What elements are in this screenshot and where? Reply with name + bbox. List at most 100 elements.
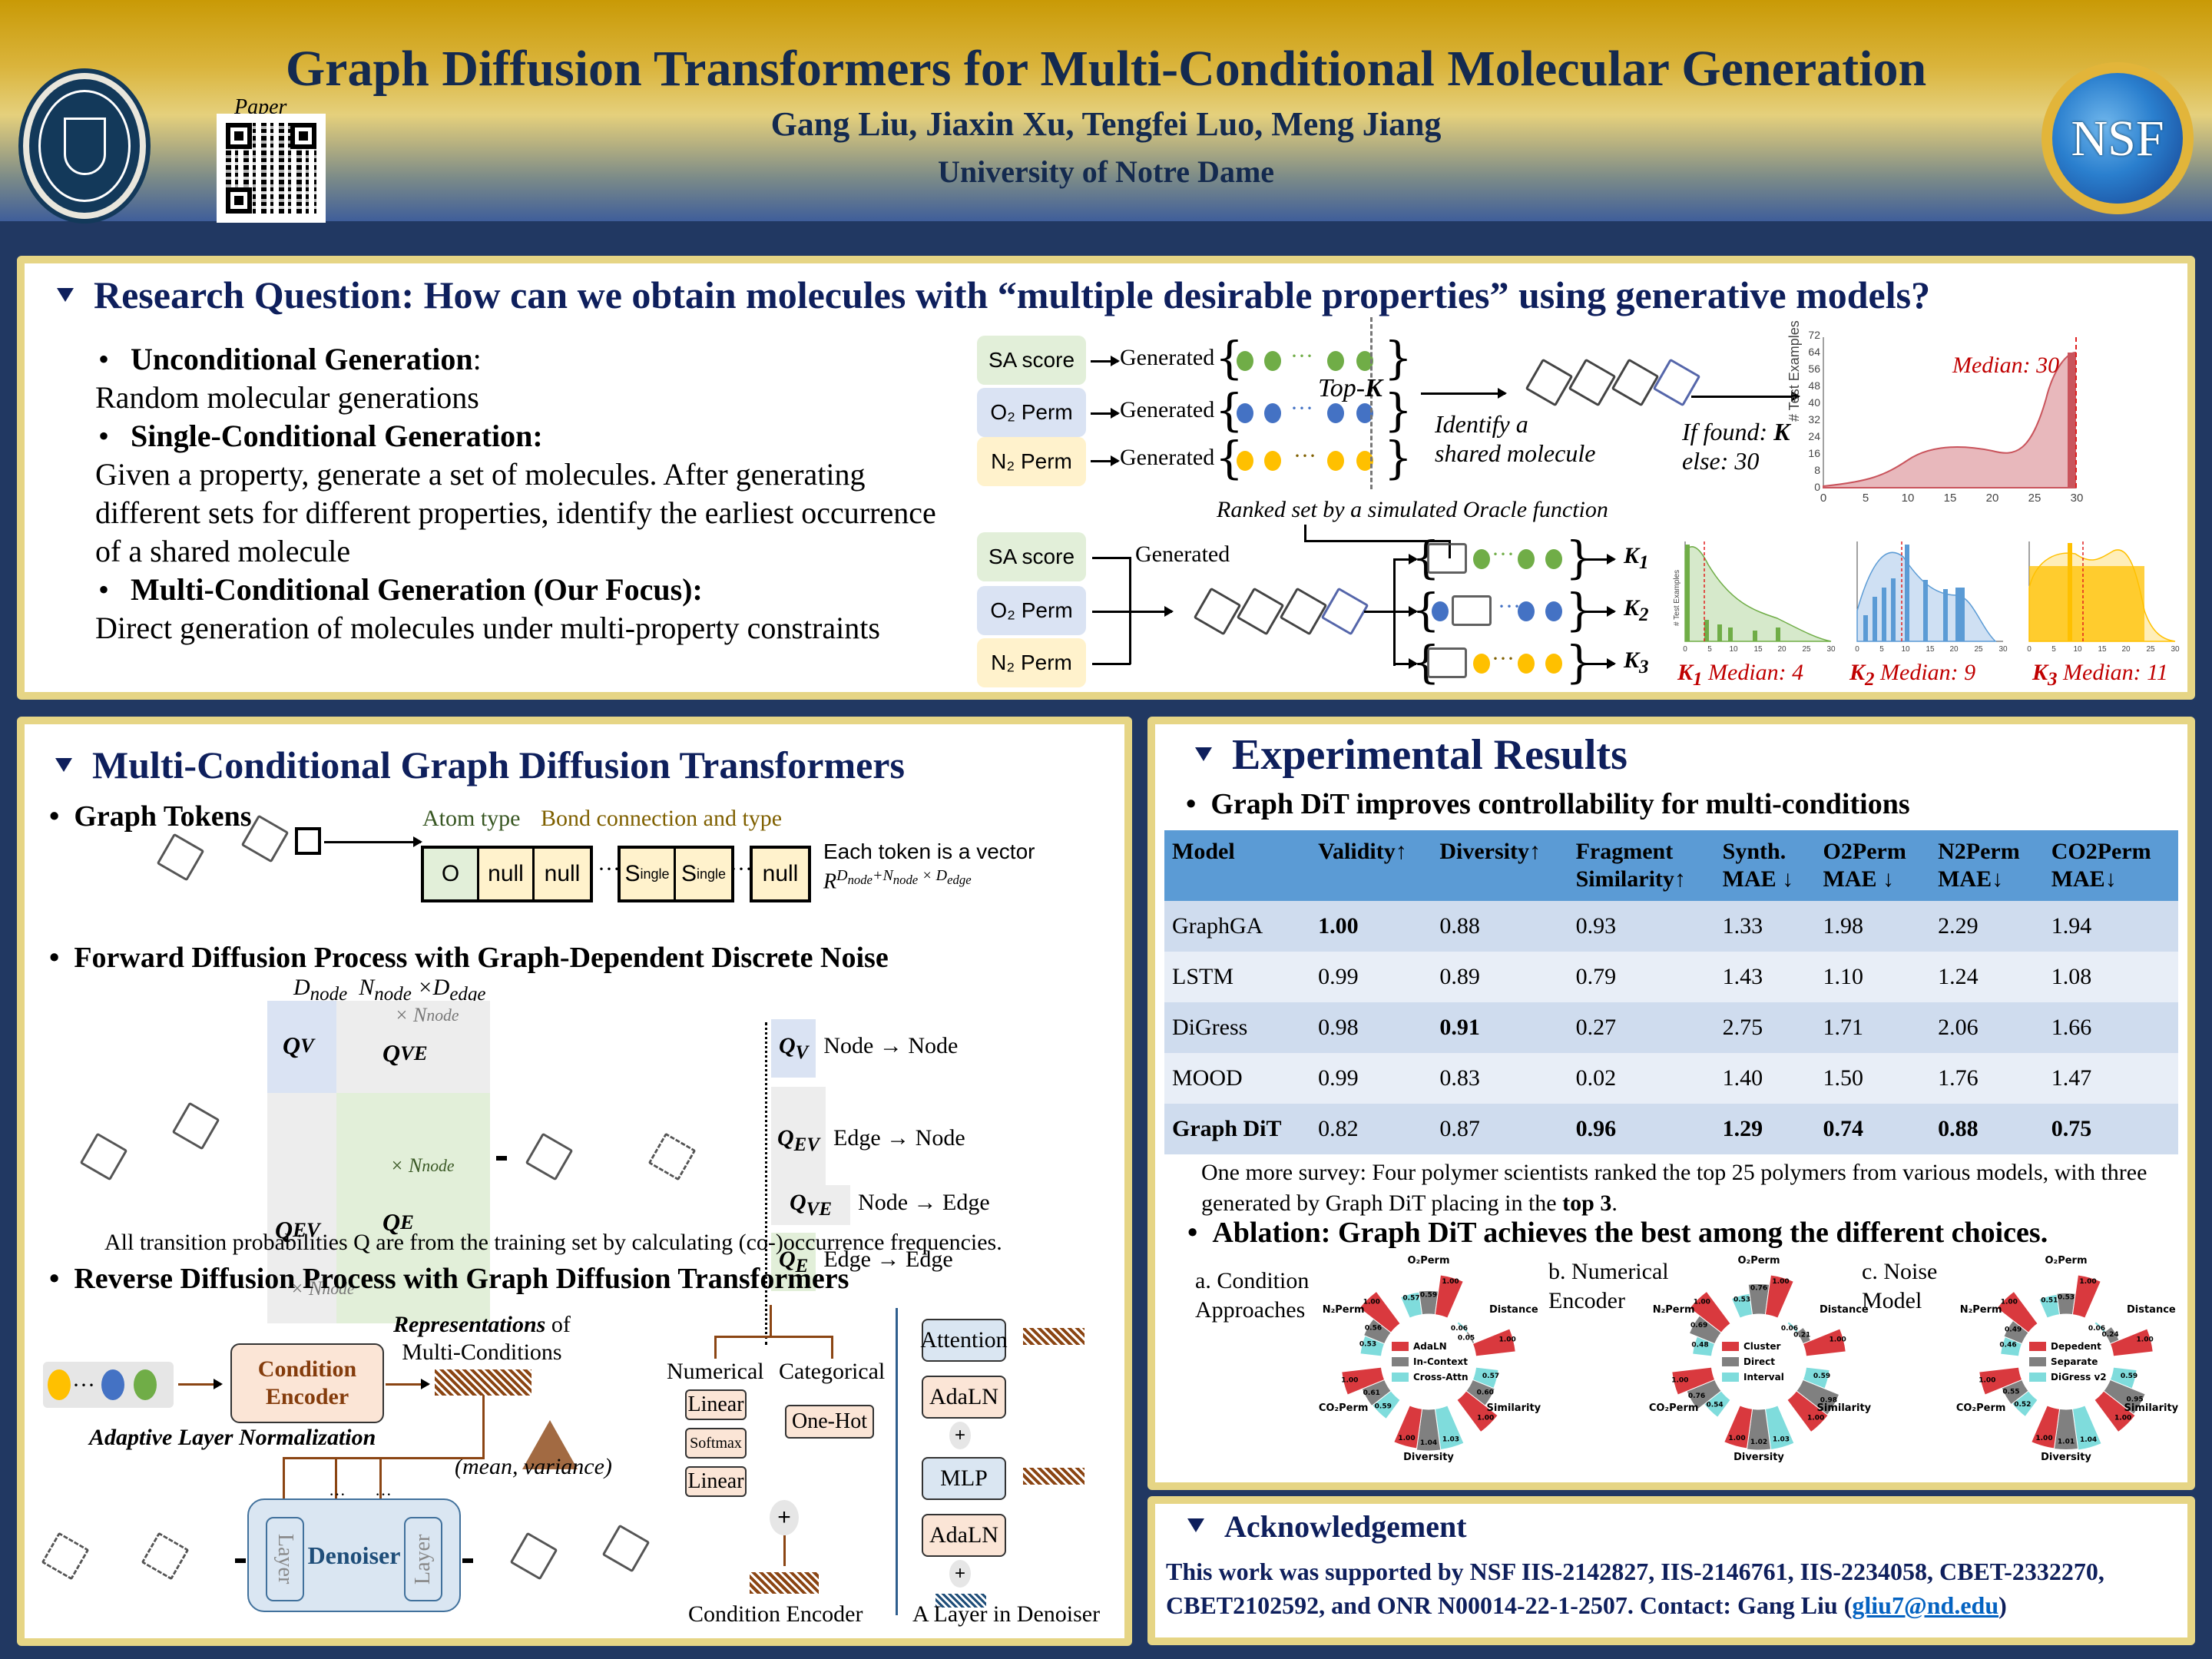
arrow-icon (178, 1379, 223, 1389)
table-cell: 0.99 (1310, 952, 1432, 1002)
adaln-box: AdaLN (922, 1514, 1006, 1557)
column-header: CO2Perm MAE↓ (2043, 830, 2178, 901)
table-cell: 0.79 (1568, 952, 1715, 1002)
table-cell: 1.00 (1310, 901, 1432, 952)
svg-text:48: 48 (1808, 379, 1820, 392)
atom-type-label: Atom type (422, 806, 521, 831)
notre-dame-seal-logo (23, 73, 146, 219)
svg-text:O₂Perm: O₂Perm (1407, 1255, 1449, 1267)
molecule-dot-green (1545, 549, 1562, 569)
table-cell: 2.06 (1930, 1002, 2044, 1053)
svg-text:Diversity: Diversity (1734, 1452, 1784, 1463)
svg-text:Distance: Distance (1489, 1304, 1538, 1316)
collapse-triangle-icon[interactable] (57, 287, 74, 302)
ranked-set-label: Ranked set by a simulated Oracle functio… (1217, 497, 1608, 522)
property-pill-n2-perm: N₂ Perm (977, 638, 1086, 687)
median-30-histogram: # Test Examples 0 8 16 24 32 40 48 56 64 72 0 5 10 1… (1786, 320, 2115, 506)
svg-text:72: 72 (1808, 329, 1820, 341)
column-header: N2Perm MAE↓ (1930, 830, 2044, 901)
svg-text:25: 25 (2028, 492, 2041, 505)
svg-text:Diversity: Diversity (2041, 1452, 2091, 1463)
table-cell: 1.29 (1714, 1104, 1816, 1154)
attention-box: Attention (920, 1319, 1008, 1362)
survey-text: One more survey: Four polymer scientists… (1201, 1160, 2147, 1216)
svg-text:1.00: 1.00 (1979, 1376, 1995, 1384)
svg-text:1.00: 1.00 (1671, 1376, 1688, 1384)
collapse-triangle-icon[interactable] (55, 757, 72, 772)
brace-right: } (1565, 531, 1594, 584)
connector (1092, 557, 1131, 559)
brace-right: } (1565, 584, 1594, 636)
ring-shape (1320, 587, 1369, 636)
k3-histogram: 0 5 10 15 20 25 30 (2027, 541, 2180, 657)
residual-connector (896, 1308, 898, 1615)
svg-text:0.76: 0.76 (1750, 1284, 1767, 1292)
table-cell: 1.08 (2043, 952, 2178, 1002)
svg-text:1.04: 1.04 (2080, 1436, 2097, 1444)
linear-box: Linear (685, 1466, 747, 1497)
svg-text:Similarity: Similarity (1817, 1402, 1872, 1414)
graph-tokens-heading: • Graph Tokens (49, 800, 252, 833)
token-atom: O (424, 849, 479, 899)
k2-output: K2 (1624, 595, 1649, 625)
contact-email-link[interactable]: gliu7@nd.edu (1852, 1591, 1999, 1619)
svg-text:1.02: 1.02 (1750, 1439, 1767, 1446)
molecule-dot-blue (1356, 403, 1373, 423)
ablation-radial-chart-a: 0.57 0.59 1.00 O₂Perm 0.06 0.05 1.00 Distance 0.… (1306, 1254, 1551, 1463)
svg-text:30: 30 (2071, 492, 2084, 505)
connector (714, 1336, 833, 1338)
svg-text:56: 56 (1808, 363, 1820, 375)
property-pill-sa-score: SA score (977, 532, 1086, 581)
selected-atom-box (295, 827, 321, 855)
collapse-triangle-icon[interactable] (1195, 747, 1212, 762)
ellipsis: ··· (1290, 343, 1313, 369)
histogram-svg: 0 5 10 15 20 25 30 (2027, 541, 2180, 654)
molecule-dot-yellow (1356, 451, 1373, 471)
svg-text:1.00: 1.00 (1477, 1415, 1494, 1422)
connector (283, 1457, 285, 1503)
collapse-triangle-icon[interactable] (1187, 1518, 1204, 1532)
property-pill-o2-perm: O₂ Perm (977, 586, 1086, 635)
arrow-icon (1584, 658, 1616, 669)
table-row: GraphGA 1.00 0.88 0.93 1.33 1.98 2.29 1.94 (1164, 901, 2178, 952)
condition-encoder-caption: Condition Encoder (688, 1601, 863, 1627)
svg-text:0: 0 (1855, 645, 1859, 654)
ellipsis: ··· (375, 1485, 392, 1504)
svg-text:1.03: 1.03 (1773, 1436, 1790, 1444)
add-icon: + (949, 1560, 971, 1588)
ring-shape (1236, 587, 1285, 636)
svg-text:Distance: Distance (1820, 1304, 1869, 1316)
poster-title: Graph Diffusion Transformers for Multi-C… (285, 41, 1927, 97)
svg-text:0: 0 (1683, 645, 1687, 654)
condition-hatch (1023, 1328, 1084, 1345)
table-cell: DiGress (1164, 1002, 1311, 1053)
list-item: • Multi-Conditional Generation (Our Focus… (98, 572, 703, 607)
svg-text:1.00: 1.00 (1830, 1336, 1846, 1344)
svg-text:Cluster: Cluster (1743, 1341, 1780, 1352)
layer-box: Layer (266, 1517, 304, 1601)
histogram-svg: 0 5 10 15 20 25 30 (1855, 541, 2008, 654)
svg-text:0.06: 0.06 (1451, 1325, 1468, 1333)
svg-text:CO₂Perm: CO₂Perm (1319, 1402, 1369, 1414)
method-panel: Multi-Conditional Graph Diffusion Transf… (17, 717, 1132, 1646)
results-table: Model Validity↑ Diversity↑ Fragment Similari… (1164, 830, 2178, 1154)
svg-text:# Test Examples: # Test Examples (1786, 320, 1802, 422)
connector (783, 1535, 786, 1566)
molecule-dot-green (1327, 351, 1344, 371)
qr-code-icon[interactable] (217, 114, 326, 223)
property-pill-sa-score: SA score (977, 336, 1086, 385)
poster-authors: Gang Liu, Jiaxin Xu, Tengfei Luo, Meng J… (770, 105, 1442, 143)
svg-text:Direct: Direct (1743, 1356, 1775, 1367)
molecule-thumbnail (1427, 647, 1467, 678)
arrow-icon (462, 1558, 473, 1563)
svg-text:0.61: 0.61 (1363, 1389, 1380, 1397)
molecule-dot-blue (1264, 403, 1281, 423)
ellipsis: ··· (72, 1373, 95, 1398)
list-item-body: Direct generation of molecules under mul… (95, 611, 880, 645)
svg-text:0.76: 0.76 (1688, 1392, 1705, 1400)
arrow-icon (1091, 408, 1120, 419)
molecule-dot-green (1264, 351, 1281, 371)
table-header-row: Model Validity↑ Diversity↑ Fragment Similari… (1164, 830, 2178, 901)
forward-diffusion-heading: • Forward Diffusion Process with Graph-D… (49, 942, 889, 974)
arrow-icon (324, 836, 422, 847)
